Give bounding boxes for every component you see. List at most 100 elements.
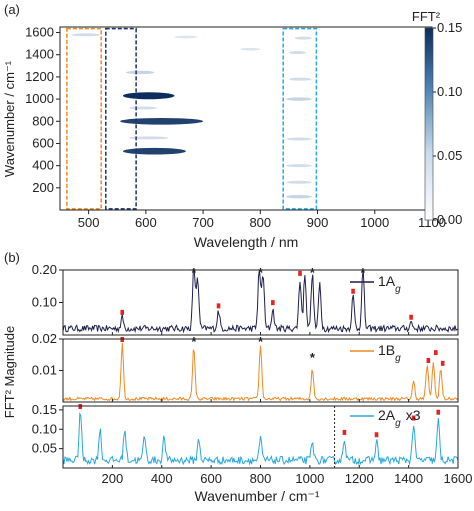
heatmap-band — [294, 36, 312, 40]
x-tick-label: 800 — [249, 215, 271, 230]
red-peak-marker — [351, 288, 355, 294]
star-peak-marker: * — [360, 265, 366, 280]
legend-label: 2Ag x3 — [378, 407, 421, 429]
red-peak-marker — [298, 270, 302, 276]
red-peak-marker — [436, 409, 441, 415]
heatmap-band — [288, 51, 307, 55]
y-tick-label: 0.10 — [32, 295, 57, 310]
legend-label-main: 2A — [378, 407, 396, 423]
colorbar-tick-label: 0.10 — [437, 84, 462, 99]
star-peak-marker: * — [310, 350, 316, 365]
red-peak-marker — [374, 432, 379, 438]
star-peak-marker: * — [258, 334, 264, 349]
colorbar-title: FFT² — [412, 9, 441, 24]
red-peak-marker — [271, 300, 275, 306]
colorbar-ticks: 0.00 0.05 0.10 0.15 — [433, 20, 462, 227]
x-tick-label: 1400 — [394, 471, 423, 486]
heatmap-band — [286, 195, 312, 199]
x-tick-label: 200 — [102, 471, 124, 486]
heatmap-x-label: Wavelength / nm — [194, 234, 299, 250]
spectrum-panel: 0.05 0.10 0.15 2Ag x3 — [32, 402, 459, 469]
y-tick-label: 0.10 — [32, 421, 57, 436]
y-tick-label: 0.15 — [32, 402, 57, 417]
red-peak-marker — [426, 357, 431, 363]
heatmap-band — [240, 47, 261, 51]
y-tick-label: 1200 — [25, 69, 54, 84]
heatmap-band — [286, 164, 312, 168]
x-tick-label: 500 — [78, 215, 100, 230]
heatmap-band — [286, 137, 312, 141]
y-tick-label: 1600 — [25, 25, 54, 40]
red-peak-marker — [342, 429, 347, 435]
red-peak-marker — [120, 309, 125, 315]
heatmap-band — [128, 106, 158, 110]
heatmap-band — [286, 180, 312, 184]
legend-label-sub: g — [395, 353, 401, 364]
legend-label-main: 1B — [378, 342, 395, 358]
spectrum-panel: 0.10 0.20 * * * * 1Ag — [32, 262, 459, 336]
y-tick-label: 400 — [32, 158, 54, 173]
colorbar-tick-label: 0.05 — [437, 148, 462, 163]
y-tick-label: 1400 — [25, 47, 54, 62]
heatmap-background — [60, 27, 432, 210]
x-tick-label: 800 — [250, 471, 272, 486]
colorbar-tick-label: 0.00 — [437, 212, 462, 227]
y-tick-label: 0.20 — [32, 262, 57, 277]
heatmap-x-ticks: 500 600 700 800 900 1000 1100 — [78, 210, 446, 230]
heatmap-band — [122, 92, 175, 100]
heatmap-band — [125, 70, 155, 75]
x-tick-label: 400 — [151, 471, 173, 486]
heatmap-bands — [71, 33, 312, 199]
legend-label-sub: g — [395, 418, 401, 429]
highlight-box — [105, 27, 137, 210]
star-peak-marker: * — [191, 334, 197, 349]
highlight-box — [282, 27, 318, 210]
x-tick-label: 1000 — [295, 471, 324, 486]
spectra-y-label: FFT² Magnitude — [2, 326, 17, 418]
y-tick-label: 1000 — [25, 91, 54, 106]
red-peak-marker — [440, 360, 445, 366]
panel-b-label: (b) — [4, 250, 20, 265]
y-tick-label: 600 — [32, 135, 54, 150]
heatmap-band — [122, 147, 186, 155]
x-tick-label: 1200 — [345, 471, 374, 486]
red-peak-marker — [409, 314, 413, 320]
spectrum-panel: 0.01 0.02 * * * 1Bg — [32, 331, 459, 403]
panel-a-label: (a) — [4, 2, 20, 17]
red-peak-marker — [433, 350, 438, 356]
heatmap-band — [286, 97, 312, 101]
heatmap-band — [288, 77, 312, 81]
red-peak-marker — [216, 303, 221, 309]
legend-scale-factor: x3 — [406, 407, 421, 423]
y-tick-label: 200 — [32, 180, 54, 195]
x-tick-label: 900 — [307, 215, 329, 230]
star-peak-marker: * — [310, 265, 316, 280]
heatmap-grid — [60, 27, 432, 210]
legend-label-sub: g — [395, 284, 401, 295]
heatmap-band — [120, 117, 204, 125]
highlight-box — [66, 27, 102, 210]
x-tick-label: 1000 — [360, 215, 389, 230]
x-tick-label: 1600 — [444, 471, 473, 486]
star-peak-marker: * — [191, 265, 197, 280]
heatmap-band — [128, 136, 169, 140]
heatmap-band — [71, 33, 101, 37]
red-peak-marker — [411, 415, 416, 421]
x-tick-label: 600 — [200, 471, 222, 486]
spectrum-line — [62, 412, 459, 466]
y-tick-label: 0.05 — [32, 441, 57, 456]
y-tick-label: 0.01 — [32, 363, 57, 378]
heatmap-y-ticks: 200 400 600 800 1000 1200 1400 1600 — [25, 25, 60, 195]
spectrum-line — [62, 268, 459, 334]
spectrum-line — [62, 342, 459, 402]
colorbar — [424, 27, 434, 221]
legend-label: 1Bg — [378, 342, 401, 364]
star-peak-marker: * — [258, 265, 264, 280]
heatmap-y-label: Wavenumber / cm⁻¹ — [2, 60, 17, 177]
x-tick-label: 700 — [192, 215, 214, 230]
y-tick-label: 0.02 — [32, 331, 57, 346]
legend-label-main: 1A — [378, 273, 396, 289]
spectra-x-label: Wavenumber / cm⁻¹ — [194, 488, 319, 504]
spectra-x-ticks: 200 400 600 800 1000 1200 1400 1600 — [102, 332, 473, 486]
